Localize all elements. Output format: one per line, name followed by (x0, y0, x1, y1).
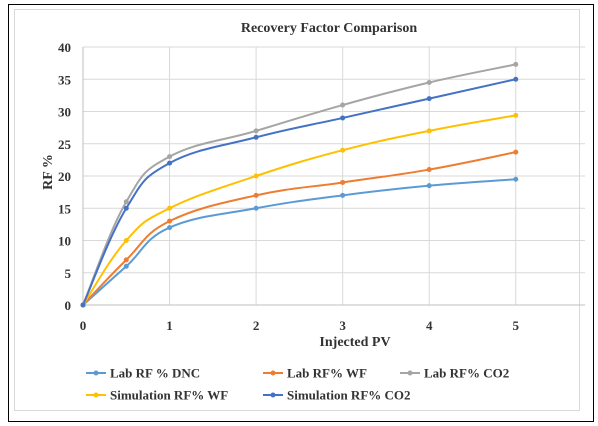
y-tick-label: 0 (65, 298, 72, 313)
data-point (513, 149, 519, 155)
series-points (80, 61, 519, 308)
data-point (253, 134, 259, 140)
data-point (80, 302, 86, 308)
series-line-1 (82, 151, 516, 306)
data-point (513, 76, 519, 82)
chart-frame (8, 4, 594, 422)
x-axis-label: Injected PV (319, 335, 390, 350)
data-point (513, 176, 519, 182)
data-point (340, 102, 346, 108)
data-point (426, 128, 432, 134)
data-point (426, 183, 432, 189)
data-point (340, 179, 346, 185)
y-tick-label: 20 (58, 169, 71, 184)
legend-label: Lab RF% CO2 (424, 366, 509, 381)
data-point (167, 154, 173, 160)
y-tick-label: 15 (58, 201, 72, 216)
data-point (513, 112, 519, 118)
chart-title: Recovery Factor Comparison (241, 21, 417, 36)
data-point (340, 115, 346, 121)
data-point (253, 192, 259, 198)
data-point (123, 205, 129, 211)
data-point (340, 192, 346, 198)
y-tick-label: 40 (58, 40, 71, 55)
data-point (426, 79, 432, 85)
series-line-4 (82, 78, 516, 306)
data-point (123, 238, 129, 243)
data-point (426, 167, 432, 173)
x-tick-label: 2 (253, 318, 260, 333)
axes (82, 47, 585, 306)
data-point (123, 263, 129, 269)
data-point (167, 205, 173, 211)
y-tick-label: 30 (58, 105, 71, 120)
y-axis-label: RF % (41, 154, 56, 190)
data-point (123, 199, 129, 205)
legend-label: Simulation RF% CO2 (287, 388, 411, 403)
x-tick-label: 1 (166, 318, 173, 333)
data-point (167, 218, 173, 224)
y-tick-label: 25 (58, 137, 72, 152)
data-point (253, 205, 259, 211)
x-tick-label: 0 (80, 318, 87, 333)
y-tick-label: 35 (58, 72, 72, 87)
data-point (167, 225, 173, 231)
legend-label: Lab RF% WF (287, 366, 367, 381)
x-tick-label: 4 (426, 318, 433, 333)
data-point (253, 128, 259, 134)
data-point (513, 61, 519, 67)
legend-label: Lab RF % DNC (110, 366, 200, 381)
legend-marker (93, 370, 99, 376)
data-point (167, 160, 173, 166)
tick-labels: 0 5 10 15 20 25 30 35 40 0 1 2 3 4 5 (58, 40, 520, 333)
y-tick-label: 5 (65, 266, 72, 281)
data-point (123, 257, 129, 263)
data-point (253, 173, 259, 179)
x-tick-label: 3 (339, 318, 346, 333)
gridlines (83, 46, 585, 305)
legend-marker (270, 370, 276, 376)
legend-marker (270, 392, 276, 398)
legend-marker (93, 392, 99, 398)
data-point (340, 147, 346, 153)
legend-label: Simulation RF% WF (110, 388, 228, 403)
legend: Lab RF % DNC Lab RF% WF Lab RF% CO2 Simulat… (86, 366, 509, 403)
series-lines (82, 63, 516, 306)
chart-area-border (14, 9, 580, 411)
y-tick-label: 10 (58, 234, 71, 249)
legend-marker (407, 370, 413, 376)
series-line-0 (82, 178, 516, 306)
x-tick-label: 5 (513, 318, 520, 333)
data-point (426, 96, 432, 102)
